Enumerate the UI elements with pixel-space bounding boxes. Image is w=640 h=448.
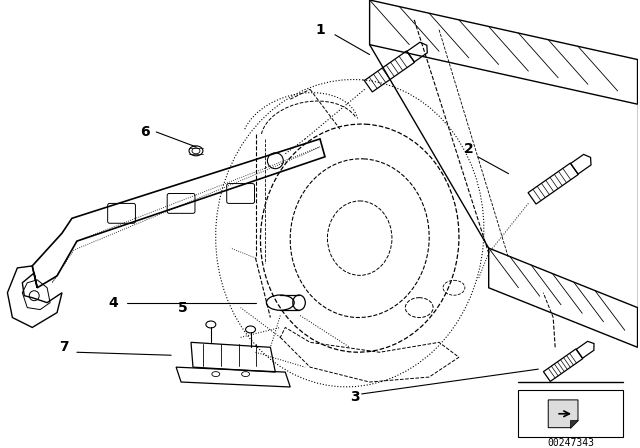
Text: 4: 4	[109, 296, 118, 310]
Text: 7: 7	[59, 340, 69, 354]
Bar	[518, 390, 623, 437]
Polygon shape	[548, 400, 578, 428]
Text: 2: 2	[464, 142, 474, 156]
Text: 5: 5	[178, 301, 188, 314]
Text: 3: 3	[350, 390, 360, 404]
Text: 6: 6	[141, 125, 150, 139]
Polygon shape	[570, 420, 578, 428]
Text: 00247343: 00247343	[547, 438, 594, 448]
Text: 1: 1	[315, 23, 325, 37]
